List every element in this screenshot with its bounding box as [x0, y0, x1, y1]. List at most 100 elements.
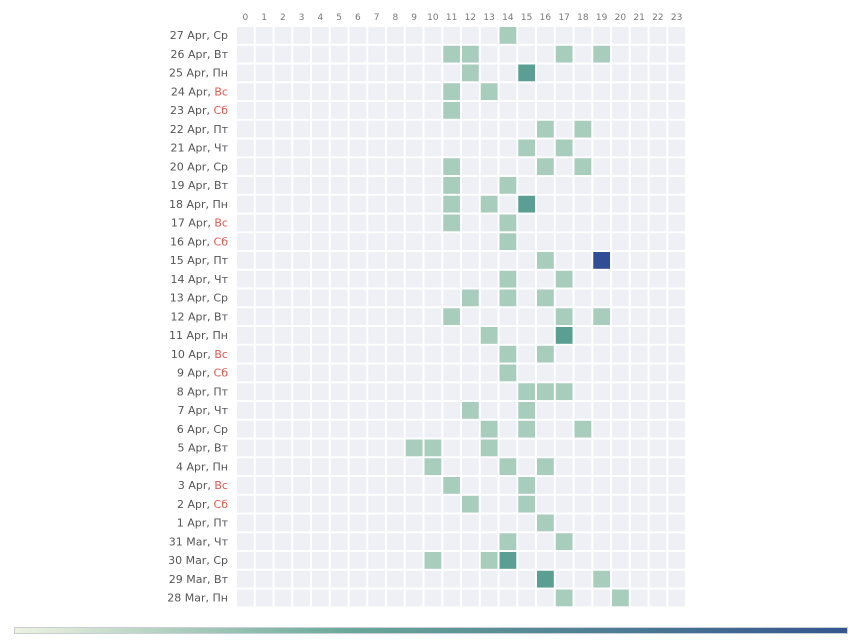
heatmap-cell[interactable]: 2 Apr 4: 0 [312, 495, 329, 513]
heatmap-cell[interactable]: 4 Apr 18: 0 [574, 458, 592, 476]
heatmap-cell[interactable]: 27 Apr 1: 0 [255, 27, 273, 44]
heatmap-cell[interactable]: 7 Apr 21: 0 [630, 402, 648, 419]
heatmap-cell[interactable]: 3 Apr 1: 0 [255, 477, 273, 494]
heatmap-cell[interactable]: 31 Mar 5: 0 [330, 533, 348, 551]
heatmap-cell[interactable]: 31 Mar 6: 0 [349, 533, 367, 551]
heatmap-cell[interactable]: 30 Mar 4: 0 [312, 552, 329, 569]
heatmap-cell[interactable]: 21 Apr 1: 0 [255, 139, 273, 157]
heatmap-cell[interactable]: 31 Mar 7: 0 [368, 533, 386, 551]
heatmap-cell[interactable]: 28 Mar 10: 0 [424, 589, 442, 607]
heatmap-cell[interactable]: 19 Apr 22: 0 [649, 177, 667, 194]
heatmap-cell-active[interactable]: 24 Apr 13: 1 [480, 83, 498, 101]
heatmap-cell[interactable]: 12 Apr 12: 0 [462, 308, 479, 326]
heatmap-cell[interactable]: 30 Mar 22: 0 [649, 552, 667, 569]
heatmap-cell[interactable]: 3 Apr 20: 0 [612, 477, 629, 494]
heatmap-cell[interactable]: 23 Apr 23: 0 [668, 102, 686, 119]
heatmap-cell-active[interactable]: 29 Mar 19: 1 [593, 570, 611, 588]
heatmap-cell[interactable]: 24 Apr 8: 0 [387, 83, 404, 101]
heatmap-cell[interactable]: 7 Apr 18: 0 [574, 402, 592, 419]
heatmap-cell[interactable]: 16 Apr 22: 0 [649, 233, 667, 251]
heatmap-cell[interactable]: 9 Apr 1: 0 [255, 364, 273, 382]
heatmap-cell[interactable]: 24 Apr 6: 0 [349, 83, 367, 101]
heatmap-cell[interactable]: 31 Mar 11: 0 [443, 533, 461, 551]
heatmap-cell[interactable]: 13 Apr 11: 0 [443, 289, 461, 307]
heatmap-cell[interactable]: 2 Apr 11: 0 [443, 495, 461, 513]
heatmap-cell[interactable]: 30 Mar 16: 0 [537, 552, 554, 569]
heatmap-cell[interactable]: 5 Apr 5: 0 [330, 439, 348, 457]
heatmap-cell[interactable]: 13 Apr 13: 0 [480, 289, 498, 307]
heatmap-cell-active[interactable]: 24 Apr 11: 1 [443, 83, 461, 101]
heatmap-cell[interactable]: 12 Apr 4: 0 [312, 308, 329, 326]
heatmap-cell-active[interactable]: 22 Apr 18: 1 [574, 120, 592, 138]
heatmap-cell[interactable]: 12 Apr 5: 0 [330, 308, 348, 326]
heatmap-cell[interactable]: 6 Apr 19: 0 [593, 420, 611, 438]
heatmap-cell[interactable]: 21 Apr 8: 0 [387, 139, 404, 157]
heatmap-cell[interactable]: 5 Apr 17: 0 [555, 439, 573, 457]
heatmap-cell[interactable]: 22 Apr 23: 0 [668, 120, 686, 138]
heatmap-cell[interactable]: 26 Apr 9: 0 [405, 45, 423, 63]
heatmap-cell-active[interactable]: 13 Apr 12: 1 [462, 289, 479, 307]
heatmap-cell[interactable]: 18 Apr 18: 0 [574, 195, 592, 213]
heatmap-cell[interactable]: 6 Apr 21: 0 [630, 420, 648, 438]
heatmap-cell-active[interactable]: 17 Apr 14: 1 [499, 214, 517, 232]
heatmap-cell[interactable]: 9 Apr 3: 0 [293, 364, 311, 382]
heatmap-cell[interactable]: 6 Apr 3: 0 [293, 420, 311, 438]
heatmap-cell[interactable]: 10 Apr 22: 0 [649, 345, 667, 363]
heatmap-cell[interactable]: 11 Apr 9: 0 [405, 327, 423, 344]
heatmap-cell[interactable]: 8 Apr 13: 0 [480, 383, 498, 401]
heatmap-cell[interactable]: 17 Apr 2: 0 [274, 214, 292, 232]
heatmap-cell[interactable]: 14 Apr 0: 0 [237, 270, 254, 288]
heatmap-cell-active[interactable]: 18 Apr 11: 1 [443, 195, 461, 213]
heatmap-cell[interactable]: 15 Apr 8: 0 [387, 252, 404, 269]
heatmap-cell[interactable]: 10 Apr 20: 0 [612, 345, 629, 363]
heatmap-cell[interactable]: 2 Apr 1: 0 [255, 495, 273, 513]
heatmap-cell[interactable]: 11 Apr 0: 0 [237, 327, 254, 344]
heatmap-cell[interactable]: 19 Apr 19: 0 [593, 177, 611, 194]
heatmap-cell[interactable]: 18 Apr 3: 0 [293, 195, 311, 213]
heatmap-cell-active[interactable]: 25 Apr 15: 2 [518, 64, 536, 82]
heatmap-cell[interactable]: 29 Mar 0: 0 [237, 570, 254, 588]
heatmap-cell[interactable]: 25 Apr 3: 0 [293, 64, 311, 82]
heatmap-cell[interactable]: 4 Apr 15: 0 [518, 458, 536, 476]
heatmap-cell[interactable]: 8 Apr 3: 0 [293, 383, 311, 401]
heatmap-cell[interactable]: 22 Apr 6: 0 [349, 120, 367, 138]
heatmap-cell[interactable]: 13 Apr 0: 0 [237, 289, 254, 307]
heatmap-cell[interactable]: 15 Apr 2: 0 [274, 252, 292, 269]
heatmap-cell[interactable]: 25 Apr 14: 0 [499, 64, 517, 82]
heatmap-cell[interactable]: 10 Apr 6: 0 [349, 345, 367, 363]
heatmap-cell[interactable]: 13 Apr 9: 0 [405, 289, 423, 307]
heatmap-cell[interactable]: 9 Apr 11: 0 [443, 364, 461, 382]
heatmap-cell[interactable]: 6 Apr 6: 0 [349, 420, 367, 438]
heatmap-cell[interactable]: 11 Apr 19: 0 [593, 327, 611, 344]
heatmap-cell[interactable]: 7 Apr 9: 0 [405, 402, 423, 419]
heatmap-cell[interactable]: 22 Apr 15: 0 [518, 120, 536, 138]
heatmap-cell[interactable]: 29 Mar 12: 0 [462, 570, 479, 588]
heatmap-cell[interactable]: 16 Apr 2: 0 [274, 233, 292, 251]
heatmap-cell[interactable]: 5 Apr 4: 0 [312, 439, 329, 457]
heatmap-cell[interactable]: 3 Apr 19: 0 [593, 477, 611, 494]
heatmap-cell[interactable]: 13 Apr 7: 0 [368, 289, 386, 307]
heatmap-cell[interactable]: 18 Apr 6: 0 [349, 195, 367, 213]
heatmap-cell-active[interactable]: 19 Apr 11: 1 [443, 177, 461, 194]
heatmap-cell[interactable]: 20 Apr 9: 0 [405, 158, 423, 176]
heatmap-cell[interactable]: 10 Apr 15: 0 [518, 345, 536, 363]
heatmap-cell[interactable]: 10 Apr 2: 0 [274, 345, 292, 363]
heatmap-cell[interactable]: 14 Apr 7: 0 [368, 270, 386, 288]
heatmap-cell[interactable]: 19 Apr 15: 0 [518, 177, 536, 194]
heatmap-cell[interactable]: 5 Apr 2: 0 [274, 439, 292, 457]
heatmap-cell[interactable]: 14 Apr 8: 0 [387, 270, 404, 288]
heatmap-cell[interactable]: 25 Apr 7: 0 [368, 64, 386, 82]
heatmap-cell-active[interactable]: 7 Apr 12: 1 [462, 402, 479, 419]
heatmap-cell[interactable]: 9 Apr 17: 0 [555, 364, 573, 382]
heatmap-cell[interactable]: 23 Apr 13: 0 [480, 102, 498, 119]
heatmap-cell[interactable]: 23 Apr 17: 0 [555, 102, 573, 119]
heatmap-cell[interactable]: 30 Mar 9: 0 [405, 552, 423, 569]
heatmap-cell[interactable]: 4 Apr 13: 0 [480, 458, 498, 476]
heatmap-cell[interactable]: 22 Apr 9: 0 [405, 120, 423, 138]
heatmap-cell[interactable]: 5 Apr 18: 0 [574, 439, 592, 457]
heatmap-cell[interactable]: 27 Apr 19: 0 [593, 27, 611, 44]
heatmap-cell[interactable]: 8 Apr 19: 0 [593, 383, 611, 401]
heatmap-cell[interactable]: 28 Mar 2: 0 [274, 589, 292, 607]
heatmap-cell[interactable]: 26 Apr 13: 0 [480, 45, 498, 63]
heatmap-cell[interactable]: 27 Apr 15: 0 [518, 27, 536, 44]
